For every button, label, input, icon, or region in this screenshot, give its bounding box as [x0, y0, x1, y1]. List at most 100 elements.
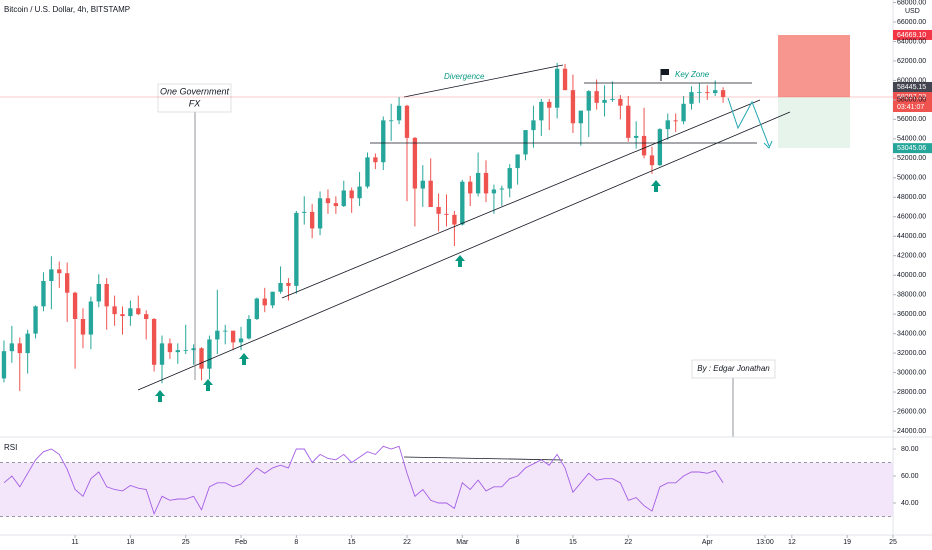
- candle-body: [720, 90, 726, 98]
- price-label-box: [893, 143, 932, 154]
- candle-body: [104, 283, 109, 307]
- projection-arrowhead: [763, 140, 773, 149]
- candle-body: [278, 282, 283, 292]
- candle-body: [167, 343, 173, 353]
- candle-body: [444, 213, 449, 215]
- candle-body: [460, 181, 465, 225]
- candle-body: [641, 135, 647, 156]
- candle-body: [286, 282, 291, 286]
- candle-body: [673, 120, 678, 122]
- candle-body: [317, 198, 323, 229]
- price-label-box: [893, 92, 932, 103]
- y-tick-label: 66000.00: [897, 19, 926, 26]
- x-tick-label: 11: [71, 539, 78, 546]
- candle-body: [144, 314, 149, 320]
- rsi-tick-label: 60.00: [901, 473, 919, 480]
- y-tick-label: 28000.00: [897, 389, 926, 396]
- candle-body: [507, 168, 512, 189]
- chart-title: Bitcoin / U.S. Dollar, 4h, BITSTAMP: [4, 5, 130, 14]
- candle-body: [586, 91, 591, 111]
- candle-body: [697, 92, 702, 93]
- candle-body: [325, 198, 331, 204]
- candle-body: [539, 101, 544, 121]
- candle-body: [302, 211, 307, 213]
- candle-body: [381, 120, 386, 163]
- flag-cloth: [661, 69, 669, 75]
- candle-body: [309, 211, 315, 229]
- candle-body: [404, 105, 410, 138]
- candle-body: [483, 172, 489, 194]
- candle-body: [633, 135, 639, 138]
- x-tick-label: 13:00: [756, 539, 774, 546]
- candle-body: [175, 350, 180, 353]
- candle-body: [72, 292, 78, 320]
- up-arrow: [239, 353, 249, 365]
- y-tick-label: 38000.00: [897, 292, 926, 299]
- countdown: 03:41:07: [897, 104, 924, 111]
- y-tick-label: 46000.00: [897, 214, 926, 221]
- arrows: [155, 180, 661, 402]
- up-arrow: [203, 379, 213, 391]
- divergence-label: Divergence: [444, 72, 485, 81]
- candle-body: [665, 120, 670, 130]
- y-tick-label: 68000.00: [897, 0, 926, 6]
- overlay: 80.0060.0040.0064669.1058445.1503:41:075…: [0, 29, 932, 517]
- y-tick-label: 40000.00: [897, 272, 926, 279]
- x-tick-label: 19: [843, 539, 851, 546]
- candle-body: [412, 137, 418, 189]
- candle-body: [436, 207, 441, 214]
- candle-body: [223, 330, 228, 332]
- y-tick-label: 26000.00: [897, 408, 926, 415]
- candle-body: [491, 189, 497, 194]
- y-tick-label: 34000.00: [897, 330, 926, 337]
- x-tick-label: 25: [889, 539, 897, 546]
- note-text: One Government: [160, 86, 230, 96]
- price-label: 58445.15: [897, 84, 926, 91]
- candle-body: [333, 203, 339, 207]
- axis-unit: USD: [905, 8, 920, 15]
- rsi-band: [0, 462, 893, 517]
- author-text: By : Edgar Jonathan: [697, 364, 770, 373]
- candle-body: [159, 343, 165, 365]
- candle-body: [681, 103, 686, 122]
- candle-body: [602, 99, 607, 103]
- stop-zone: [778, 35, 850, 97]
- x-tick-label: 22: [403, 539, 411, 546]
- countdown-box: [893, 102, 932, 113]
- candle-body: [547, 101, 552, 108]
- price-label: 53045.06: [897, 145, 926, 152]
- candle-body: [420, 180, 425, 189]
- candle-body: [238, 338, 244, 343]
- candle-body: [254, 298, 260, 320]
- y-tick-label: 54000.00: [897, 136, 926, 143]
- candle-body: [9, 343, 15, 352]
- candle-body: [57, 269, 62, 274]
- candle-body: [41, 281, 46, 307]
- note-box: [157, 83, 232, 113]
- x-tick-label: 12: [788, 539, 796, 546]
- candle-body: [452, 214, 457, 225]
- x-tick-label: 18: [126, 539, 134, 546]
- candle-body: [626, 105, 631, 138]
- trendline: [281, 99, 761, 299]
- y-tick-label: 48000.00: [897, 194, 926, 201]
- y-tick-label: 42000.00: [897, 253, 926, 260]
- author-box: [691, 359, 776, 379]
- candle-body: [396, 105, 402, 121]
- y-tick-label: 64000.00: [897, 38, 926, 45]
- x-tick-label: Apr: [702, 539, 714, 546]
- candle-body: [365, 157, 370, 187]
- candle-body: [705, 92, 710, 94]
- x-tick-label: 22: [624, 539, 632, 546]
- candle-body: [112, 306, 117, 315]
- candle-body: [25, 333, 30, 354]
- candle-body: [475, 172, 481, 194]
- candle-body: [128, 308, 133, 317]
- candle-body: [294, 212, 299, 286]
- rsi-divergence-line: [403, 456, 564, 461]
- x-tick-label: 25: [182, 539, 190, 546]
- candle-body: [120, 314, 125, 317]
- y-tick-label: 50000.00: [897, 175, 926, 182]
- candle-body: [531, 120, 536, 131]
